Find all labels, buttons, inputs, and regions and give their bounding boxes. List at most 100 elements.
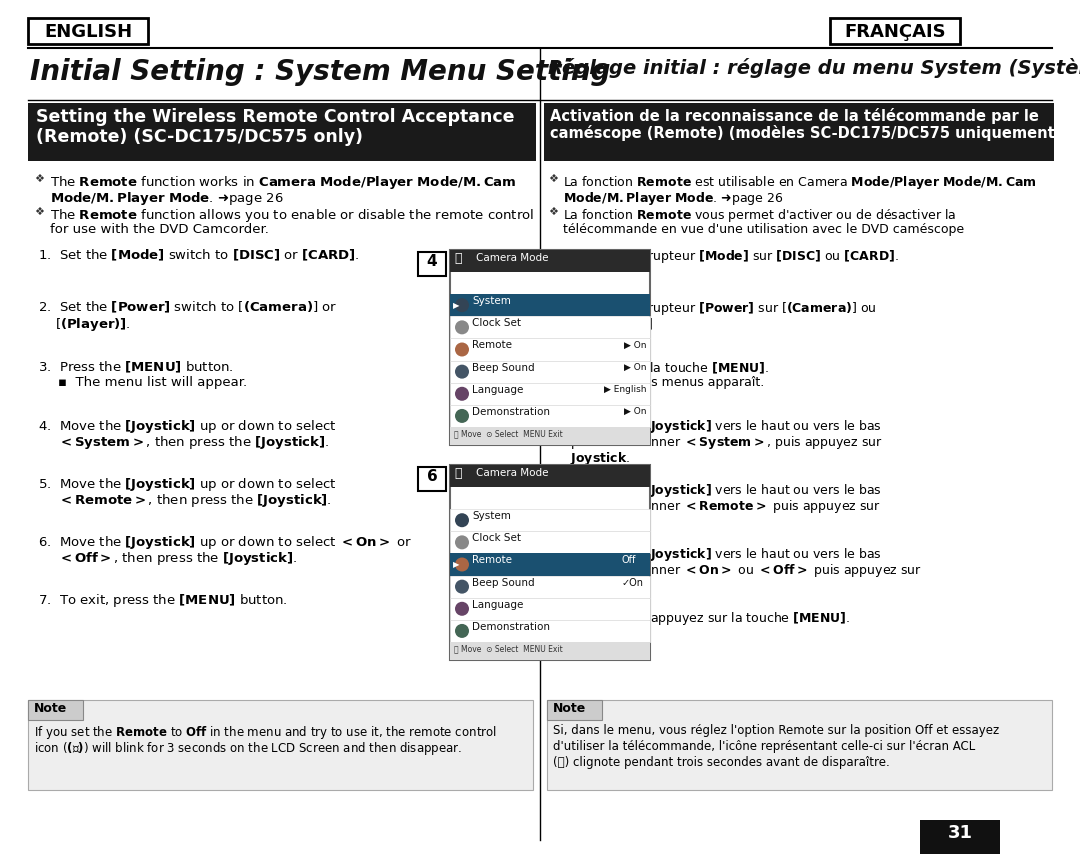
Text: Camera Mode: Camera Mode — [476, 468, 549, 478]
Text: ▶ On: ▶ On — [623, 340, 646, 349]
Text: Remote: Remote — [472, 555, 512, 565]
Circle shape — [455, 624, 469, 638]
Text: 6.  Move the $\bf{[Joystick]}$ up or down to select $\bf{<On>}$ or: 6. Move the $\bf{[Joystick]}$ up or down… — [38, 534, 413, 551]
Text: (Remote) (SC-DC175/DC575 only): (Remote) (SC-DC175/DC575 only) — [36, 128, 363, 146]
Bar — [450, 383, 650, 405]
Text: System: System — [472, 511, 511, 521]
Text: Demonstration: Demonstration — [472, 622, 550, 632]
Text: ❖: ❖ — [548, 174, 558, 184]
Text: 3.  Press the $\bf{[MENU]}$ button.: 3. Press the $\bf{[MENU]}$ button. — [38, 360, 233, 375]
Bar — [450, 360, 650, 383]
Text: 5.  Déplacez le $\bf{[Joystick]}$ vers le haut ou vers le bas: 5. Déplacez le $\bf{[Joystick]}$ vers le… — [548, 482, 882, 499]
Bar — [450, 339, 650, 360]
Text: $\bf{<Remote>}$, then press the $\bf{[Joystick]}$.: $\bf{<Remote>}$, then press the $\bf{[Jo… — [58, 492, 332, 509]
Text: Setting the Wireless Remote Control Acceptance: Setting the Wireless Remote Control Acce… — [36, 108, 514, 126]
Text: 3.  Appuyez sur la touche $\bf{[MENU]}$.: 3. Appuyez sur la touche $\bf{[MENU]}$. — [548, 360, 769, 377]
Text: ✓On: ✓On — [622, 578, 644, 587]
Text: Off: Off — [622, 555, 636, 565]
Text: ⬛ Move  ⊙ Select  MENU Exit: ⬛ Move ⊙ Select MENU Exit — [454, 644, 563, 653]
Bar — [450, 598, 650, 620]
Text: Demonstration: Demonstration — [472, 407, 550, 417]
Text: $\bf{[\blacktriangleright(Player)]}$: $\bf{[\blacktriangleright(Player)]}$ — [570, 316, 653, 333]
Text: Camera Mode: Camera Mode — [476, 253, 549, 263]
Text: Note: Note — [553, 702, 586, 715]
Bar — [450, 620, 650, 642]
Text: Note: Note — [33, 702, 67, 715]
Text: ▶ On: ▶ On — [623, 363, 646, 372]
Text: 7.  Pour quitter, appuyez sur la touche $\bf{[MENU]}$.: 7. Pour quitter, appuyez sur la touche $… — [548, 610, 850, 627]
Bar — [546, 700, 1052, 790]
Bar — [920, 820, 1000, 854]
Text: Activation de la reconnaissance de la télécommande par le: Activation de la reconnaissance de la té… — [550, 108, 1039, 124]
Bar — [831, 18, 960, 44]
Bar — [28, 700, 534, 790]
Text: 4.  Move the $\bf{[Joystick]}$ up or down to select: 4. Move the $\bf{[Joystick]}$ up or down… — [38, 418, 337, 435]
Text: FRANÇAIS: FRANÇAIS — [845, 23, 946, 41]
Text: The $\bf{Remote}$ function works in $\bf{Camera\ Mode/Player\ Mode/M.Cam}$: The $\bf{Remote}$ function works in $\bf… — [50, 174, 516, 191]
Bar — [450, 553, 650, 576]
Bar — [544, 103, 1054, 161]
Circle shape — [455, 409, 469, 423]
Text: $[\bf{(Player)}]$.: $[\bf{(Player)}]$. — [55, 316, 131, 333]
Text: Si, dans le menu, vous réglez l'option Remote sur la position Off et essayez: Si, dans le menu, vous réglez l'option R… — [553, 724, 999, 737]
Text: The $\bf{Remote}$ function allows you to enable or disable the remote control: The $\bf{Remote}$ function allows you to… — [50, 207, 535, 224]
Bar — [418, 467, 446, 491]
Circle shape — [455, 514, 469, 527]
Text: (🎥) clignote pendant trois secondes avant de disparaître.: (🎥) clignote pendant trois secondes avan… — [553, 756, 890, 769]
Circle shape — [455, 320, 469, 334]
Text: d'utiliser la télécommande, l'icône représentant celle-ci sur l'écran ACL: d'utiliser la télécommande, l'icône repr… — [553, 740, 975, 753]
Text: Language: Language — [472, 385, 524, 395]
Text: 🎥: 🎥 — [454, 467, 461, 480]
Text: $\bf{Mode/M.Player\ Mode}$. ➜page 26: $\bf{Mode/M.Player\ Mode}$. ➜page 26 — [563, 190, 783, 207]
Text: If you set the $\bf{Remote}$ to $\bf{Off}$ in the menu and try to use it, the re: If you set the $\bf{Remote}$ to $\bf{Off… — [33, 724, 497, 741]
Text: Beep Sound: Beep Sound — [472, 363, 535, 372]
Circle shape — [455, 535, 469, 549]
Text: ENGLISH: ENGLISH — [44, 23, 132, 41]
Circle shape — [455, 298, 469, 313]
Bar — [450, 465, 650, 487]
Text: 7.  To exit, press the $\bf{[MENU]}$ button.: 7. To exit, press the $\bf{[MENU]}$ butt… — [38, 592, 287, 609]
Text: pour sélectionner $\bf{<System>}$, puis appuyez sur: pour sélectionner $\bf{<System>}$, puis … — [570, 434, 882, 451]
Text: icon ($\bf{(}$🎥$\bf{)}$) will blink for 3 seconds on the LCD Screen and then dis: icon ($\bf{(}$🎥$\bf{)}$) will blink for … — [33, 740, 462, 757]
Circle shape — [455, 558, 469, 572]
Text: télécommande en vue d'une utilisation avec le DVD caméscope: télécommande en vue d'une utilisation av… — [563, 223, 964, 236]
Text: ❖: ❖ — [33, 174, 44, 184]
Text: ▶ On: ▶ On — [623, 407, 646, 416]
Circle shape — [455, 387, 469, 401]
Text: 2.  Placez l'interrupteur $\bf{[Power]}$ sur [$\bf{(Camera)}$] ou: 2. Placez l'interrupteur $\bf{[Power]}$ … — [548, 300, 877, 317]
Text: Beep Sound: Beep Sound — [472, 578, 535, 587]
Text: Clock Set: Clock Set — [472, 319, 521, 328]
Text: $\bf{<System>}$, then press the $\bf{[Joystick]}$.: $\bf{<System>}$, then press the $\bf{[Jo… — [58, 434, 329, 451]
Circle shape — [455, 365, 469, 378]
Text: System: System — [472, 296, 511, 307]
Text: ▶: ▶ — [453, 301, 459, 310]
Text: 6: 6 — [427, 469, 437, 484]
Text: 6.  Déplacez le $\bf{[Joystick]}$ vers le haut ou vers le bas: 6. Déplacez le $\bf{[Joystick]}$ vers le… — [548, 546, 882, 563]
Bar — [450, 250, 650, 445]
Text: Language: Language — [472, 600, 524, 610]
Bar — [450, 531, 650, 553]
Text: 4: 4 — [427, 254, 437, 269]
Text: $\bf{Mode/M.Player\ Mode}$. ➜page 26: $\bf{Mode/M.Player\ Mode}$. ➜page 26 — [50, 190, 284, 207]
Text: La fonction $\bf{Remote}$ est utilisable en Camera $\bf{Mode/Player\ Mode/M.Cam}: La fonction $\bf{Remote}$ est utilisable… — [563, 174, 1037, 191]
Text: Remote: Remote — [472, 340, 512, 351]
Text: ▪  The menu list will appear.: ▪ The menu list will appear. — [58, 376, 247, 389]
Text: ▪  La liste des menus apparaît.: ▪ La liste des menus apparaît. — [570, 376, 765, 389]
Text: pour sélectionner $\bf{<On>}$ ou $\bf{<Off>}$ puis appuyez sur: pour sélectionner $\bf{<On>}$ ou $\bf{<O… — [570, 562, 922, 579]
Bar — [450, 642, 650, 660]
Circle shape — [455, 602, 469, 616]
Bar — [28, 700, 83, 720]
Text: Réglage initial : réglage du menu System (Système): Réglage initial : réglage du menu System… — [548, 58, 1080, 78]
Text: ❖: ❖ — [548, 207, 558, 217]
Bar — [450, 465, 650, 660]
Bar — [450, 294, 650, 316]
Text: 1.  Set the $\bf{[Mode]}$ switch to $\bf{[DISC]}$ or $\bf{[CARD]}$.: 1. Set the $\bf{[Mode]}$ switch to $\bf{… — [38, 248, 360, 263]
Text: 🎥: 🎥 — [454, 252, 461, 265]
Text: ▶: ▶ — [453, 560, 459, 569]
Text: 1.  Placez l'interrupteur $\bf{[Mode]}$ sur $\bf{[DISC]}$ ou $\bf{[CARD]}$.: 1. Placez l'interrupteur $\bf{[Mode]}$ s… — [548, 248, 899, 265]
Text: pour sélectionner $\bf{<Remote>}$ puis appuyez sur: pour sélectionner $\bf{<Remote>}$ puis a… — [570, 498, 881, 515]
Text: $\bf{Joystick}$.: $\bf{Joystick}$. — [570, 450, 630, 467]
Text: ⬛ Move  ⊙ Select  MENU Exit: ⬛ Move ⊙ Select MENU Exit — [454, 429, 563, 438]
Text: $\bf{Joystick}$.: $\bf{Joystick}$. — [570, 578, 630, 595]
Bar — [546, 700, 602, 720]
